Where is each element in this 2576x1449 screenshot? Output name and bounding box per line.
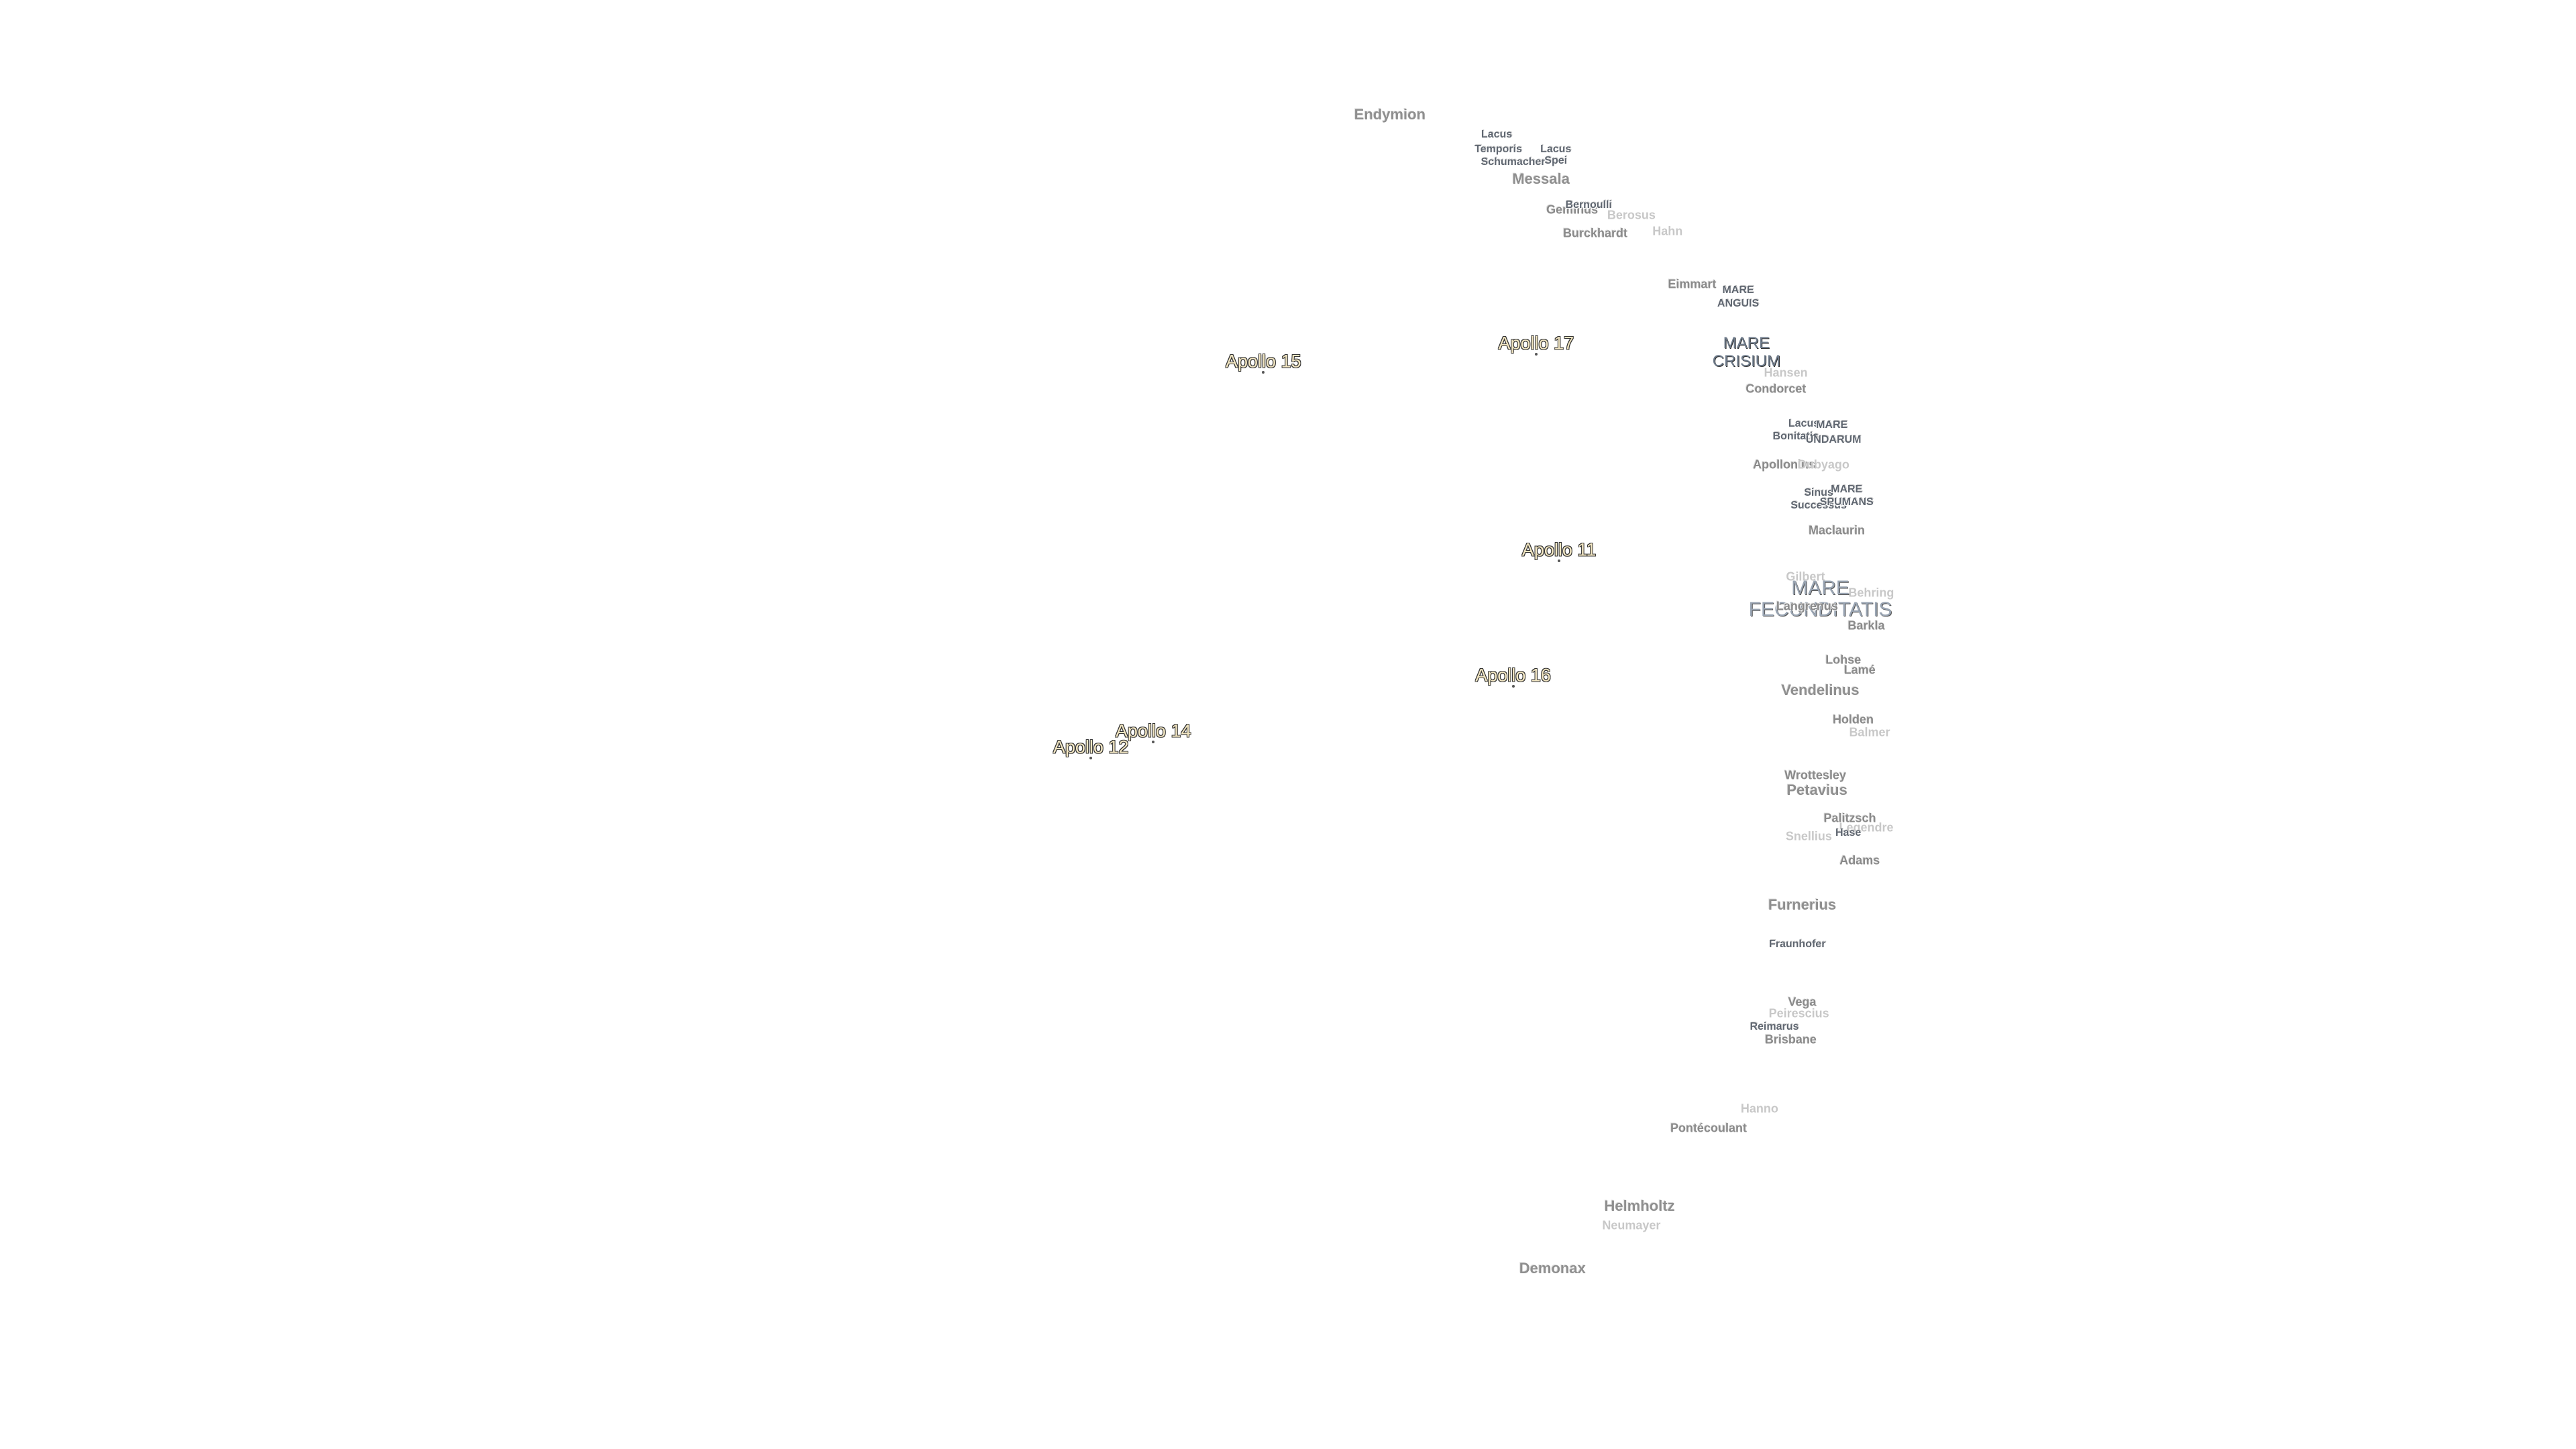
landing-site-marker: [1511, 684, 1515, 688]
feature-label: Behring: [1848, 586, 1894, 600]
feature-label: Fraunhofer: [1768, 938, 1826, 951]
landing-site-label: Apollo 11: [1521, 539, 1597, 560]
feature-label: Hanno: [1740, 1102, 1778, 1116]
feature-label: Adams: [1839, 853, 1880, 867]
feature-label: Eimmart: [1668, 277, 1717, 291]
feature-label: Neumayer: [1602, 1218, 1661, 1232]
landing-site-marker: [1534, 352, 1538, 356]
feature-label: Spei: [1544, 155, 1568, 166]
landing-site-marker: [1558, 559, 1561, 563]
feature-label: Lamé: [1843, 663, 1876, 677]
feature-label: MARE: [1816, 419, 1848, 431]
feature-label: Wrottesley: [1784, 768, 1846, 782]
feature-label: Pontécoulant: [1670, 1121, 1747, 1135]
feature-label: Hahn: [1652, 224, 1683, 238]
feature-label: ANGUIS: [1717, 298, 1760, 310]
feature-label: SPUMANS: [1819, 496, 1874, 508]
feature-label: MARE: [1791, 576, 1849, 599]
feature-label: Lacus: [1540, 143, 1572, 155]
feature-label: Lohse: [1825, 653, 1862, 667]
feature-label: Lacus: [1481, 128, 1513, 140]
feature-label: Vega: [1788, 995, 1817, 1009]
feature-label: Lacus: [1788, 417, 1820, 429]
feature-label: Burckhardt: [1562, 226, 1627, 240]
feature-label: Hase: [1835, 826, 1862, 839]
feature-label: Langrenus: [1776, 599, 1838, 613]
landing-site-marker: [1152, 740, 1155, 743]
feature-label: Helmholtz: [1604, 1197, 1675, 1214]
feature-label: Brisbane: [1764, 1032, 1817, 1046]
feature-label: Temporis: [1474, 143, 1522, 155]
landing-site-label: Apollo 16: [1475, 665, 1551, 686]
feature-label: Petavius: [1786, 781, 1847, 798]
feature-label: Apollonius: [1753, 458, 1816, 472]
feature-label: Barkla: [1847, 619, 1885, 633]
feature-label: Holden: [1832, 712, 1874, 727]
feature-label: Furnerius: [1768, 896, 1837, 914]
landing-site-label: Apollo 17: [1498, 333, 1574, 354]
feature-label: Snellius: [1785, 829, 1832, 843]
feature-label: Sinus: [1804, 486, 1833, 498]
feature-label: Demonax: [1519, 1259, 1586, 1277]
feature-label: Schumacher: [1481, 156, 1546, 168]
feature-label: Peirescius: [1768, 1006, 1829, 1020]
feature-label: Palitzsch: [1823, 811, 1876, 825]
feature-label: Vendelinus: [1781, 681, 1860, 698]
feature-label: CRISIUM: [1712, 352, 1780, 370]
feature-label: UNDARUM: [1805, 434, 1862, 446]
feature-label: FECUNDITATIS: [1748, 598, 1892, 621]
feature-label: Messala: [1512, 170, 1570, 187]
feature-label: MARE: [1831, 483, 1863, 495]
feature-label: Maclaurin: [1808, 523, 1865, 537]
feature-label: Geminus: [1546, 203, 1599, 217]
feature-label: Gilbert: [1786, 570, 1825, 584]
landing-site-marker: [1262, 370, 1265, 374]
feature-label: Berosus: [1607, 208, 1656, 222]
feature-label: Successus: [1790, 500, 1847, 512]
landing-site-label: Apollo 15: [1225, 351, 1301, 372]
feature-label: Dubyago: [1797, 458, 1849, 472]
landing-site-label: Apollo 12: [1053, 737, 1129, 757]
landing-site-label: Apollo 14: [1115, 720, 1191, 741]
feature-label: Bernoulli: [1565, 199, 1612, 211]
landing-site-marker: [1089, 757, 1093, 760]
feature-label: MARE: [1723, 333, 1770, 352]
feature-label: Legendre: [1839, 820, 1894, 835]
feature-label: Endymion: [1354, 106, 1426, 123]
feature-label: Condorcet: [1746, 382, 1807, 396]
feature-label: Bonitatis: [1772, 431, 1819, 443]
feature-label: Balmer: [1849, 725, 1890, 739]
feature-label: Reimarus: [1750, 1020, 1799, 1032]
feature-label: Hansen: [1764, 366, 1808, 380]
feature-label: MARE: [1722, 284, 1754, 297]
